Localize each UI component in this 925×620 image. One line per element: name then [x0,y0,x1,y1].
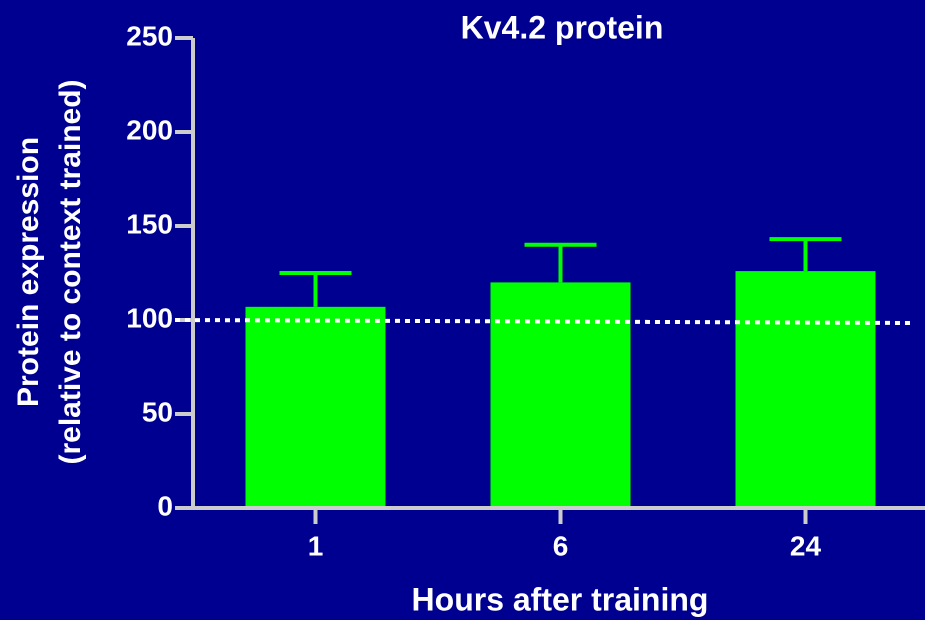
x-tick-label: 1 [308,530,324,561]
x-axis-label: Hours after training [412,581,709,617]
y-tick-label: 250 [126,20,173,51]
x-tick-label: 6 [553,530,569,561]
y-tick-label: 150 [126,208,173,239]
bar [490,282,631,508]
reference-line [174,318,911,325]
y-tick-label: 100 [126,302,173,333]
bar [245,306,386,508]
bar [735,271,876,508]
x-tick-label: 24 [790,530,822,561]
chart-title: Kv4.2 protein [461,9,664,45]
y-axis-label: (relative to context trained) [54,79,87,464]
y-axis-label: Protein expression [12,137,45,407]
y-tick-label: 50 [142,396,173,427]
y-tick-label: 0 [157,490,173,521]
y-tick-label: 200 [126,114,173,145]
